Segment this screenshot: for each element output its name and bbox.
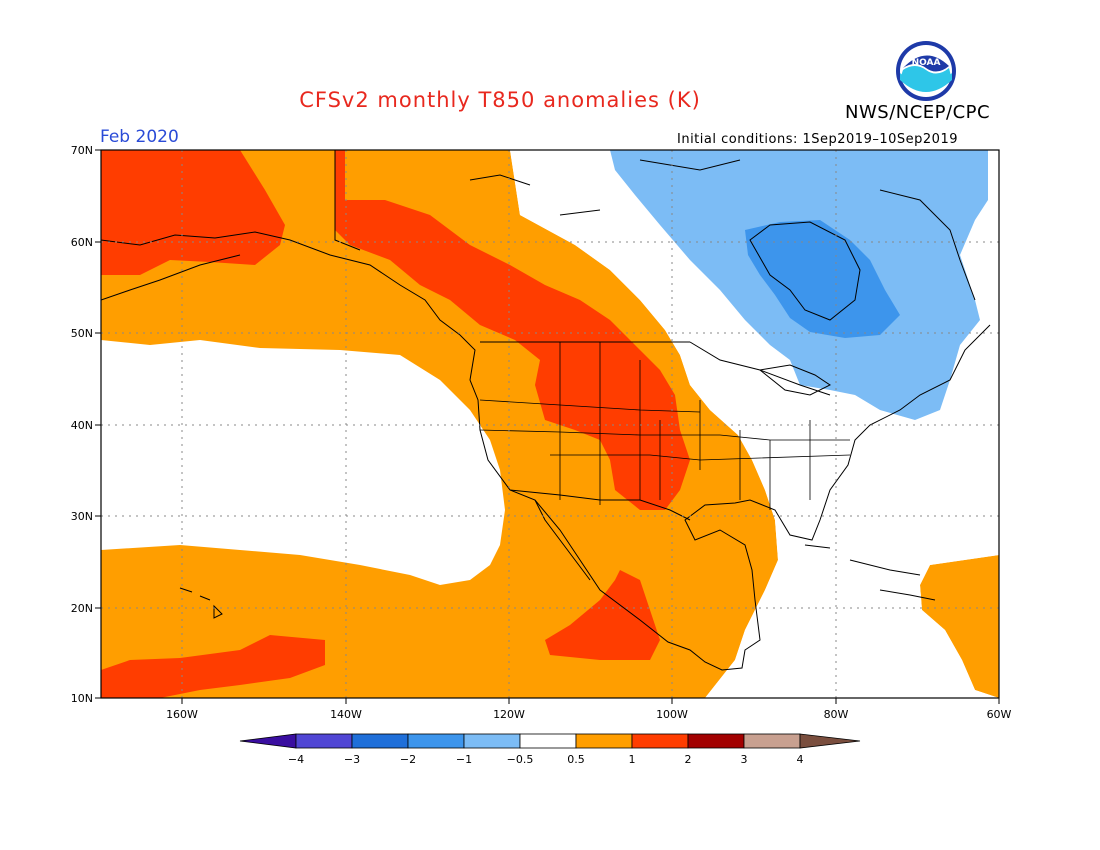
noaa-logo: NOAA: [896, 41, 956, 101]
agency-label: NWS/NCEP/CPC: [845, 102, 991, 123]
colorbar-swatch-9: [743, 733, 801, 749]
lat-label-60n: 60N: [71, 236, 93, 249]
colorbar-swatch-above-4: [799, 733, 861, 749]
colorbar-label-neg1: −1: [456, 753, 472, 766]
anomaly-region-cold: [745, 220, 900, 338]
anomaly-region-hot-alaska: [101, 150, 285, 275]
colorbar-label-neg2: −2: [400, 753, 416, 766]
colorbar-label-1: 1: [629, 753, 636, 766]
axis-ticks: [95, 149, 1000, 704]
lon-label-120w: 120W: [493, 708, 525, 721]
colorbar-swatch-6: [575, 733, 633, 749]
lon-label-60w: 60W: [987, 708, 1012, 721]
lat-label-70n: 70N: [71, 144, 93, 157]
colorbar: −4 −3 −2 −1 −0.5 0.5 1 2 3 4: [239, 733, 861, 766]
lon-label-140w: 140W: [330, 708, 362, 721]
gridlines: [101, 150, 999, 698]
anomaly-region-hot-canada: [335, 150, 690, 510]
logo-text: NOAA: [912, 58, 941, 68]
coastlines: [101, 150, 991, 671]
anomaly-field: [101, 150, 999, 698]
colorbar-label-neg4: −4: [288, 753, 304, 766]
anomaly-region-warm-caribbean: [920, 555, 999, 698]
colorbar-swatch-4: [463, 733, 521, 749]
initial-conditions: Initial conditions: 1Sep2019–10Sep2019: [677, 132, 958, 147]
colorbar-swatch-below-4: [239, 733, 297, 749]
colorbar-swatch-8: [687, 733, 745, 749]
map-title: CFSv2 monthly T850 anomalies (K): [299, 88, 701, 112]
anomaly-region-neutral-pacific: [101, 340, 505, 585]
lon-label-80w: 80W: [824, 708, 849, 721]
colorbar-swatch-5: [519, 733, 577, 749]
map-frame: [100, 149, 1000, 699]
colorbar-swatch-7: [631, 733, 689, 749]
lon-label-160w: 160W: [166, 708, 198, 721]
colorbar-label-2: 2: [685, 753, 692, 766]
anomaly-region-hot-mexico: [545, 570, 660, 660]
lat-label-50n: 50N: [71, 327, 93, 340]
lat-label-20n: 20N: [71, 602, 93, 615]
anomaly-region-hot-pacific: [101, 635, 325, 698]
lat-label-40n: 40N: [71, 419, 93, 432]
forecast-period: Feb 2020: [100, 127, 179, 147]
colorbar-label-neg05: −0.5: [507, 753, 534, 766]
colorbar-swatch-2: [351, 733, 409, 749]
lat-label-30n: 30N: [71, 510, 93, 523]
colorbar-label-neg3: −3: [344, 753, 360, 766]
colorbar-label-05: 0.5: [567, 753, 585, 766]
colorbar-swatch-1: [295, 733, 353, 749]
colorbar-label-3: 3: [741, 753, 748, 766]
colorbar-swatch-3: [407, 733, 465, 749]
state-borders: [479, 342, 851, 510]
colorbar-label-4: 4: [797, 753, 804, 766]
lon-label-100w: 100W: [656, 708, 688, 721]
lat-label-10n: 10N: [71, 692, 93, 705]
